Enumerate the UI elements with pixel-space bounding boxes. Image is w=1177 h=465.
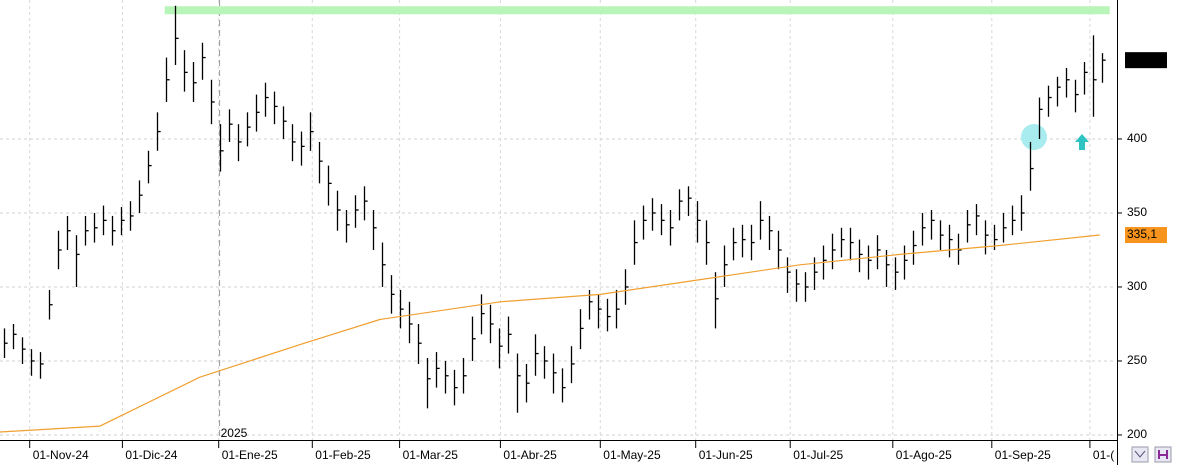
- y-tick-label: 400: [1127, 131, 1147, 145]
- price-tag: [1125, 52, 1167, 69]
- x-tick-label: 01-Nov-24: [33, 448, 89, 462]
- toolbar-button[interactable]: [1131, 446, 1149, 463]
- toolbar-icon: [1134, 450, 1146, 458]
- signal-circle: [1021, 124, 1047, 150]
- x-tick-label: 01-Jul-25: [793, 448, 843, 462]
- x-tick-label: 01-Mar-25: [403, 448, 459, 462]
- price-tag-label: 453,25: [1127, 52, 1164, 66]
- x-tick-label: 01-Dic-24: [125, 448, 177, 462]
- moving-average: [0, 234, 1100, 433]
- x-tick-label: 01-Jun-25: [699, 448, 753, 462]
- x-tick-label: 01-Sep-25: [995, 448, 1051, 462]
- price-tag-label: 335,1: [1127, 227, 1157, 241]
- y-tick-label: 350: [1127, 205, 1147, 219]
- x-tick-label: 01-Feb-25: [315, 448, 371, 462]
- x-tick-label: 01-Ago-25: [896, 448, 952, 462]
- year-label: 2025: [221, 426, 248, 440]
- x-tick-label: 01-Abr-25: [503, 448, 557, 462]
- toolbar-icon: [1158, 450, 1168, 459]
- y-tick-label: 300: [1127, 279, 1147, 293]
- signal-arrow: [1075, 134, 1089, 150]
- y-tick-label: 200: [1127, 427, 1147, 441]
- y-tick-label: 250: [1127, 353, 1147, 367]
- x-tick-label: 01-Ene-25: [222, 448, 278, 462]
- price-tag: [1125, 227, 1167, 244]
- x-tick-label: 01-May-25: [603, 448, 661, 462]
- x-tick-label: 01-(: [1093, 448, 1114, 462]
